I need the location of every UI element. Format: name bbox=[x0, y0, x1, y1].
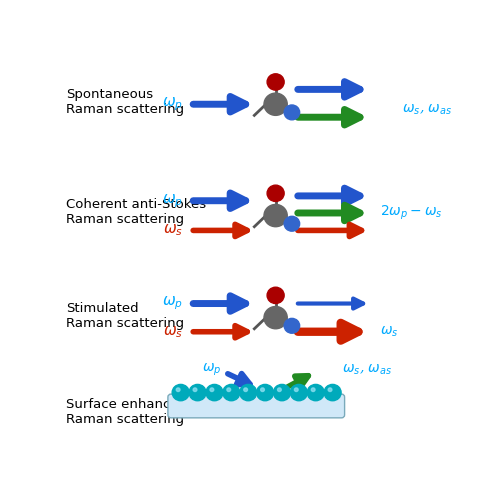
Circle shape bbox=[312, 388, 315, 391]
Circle shape bbox=[274, 385, 290, 401]
Circle shape bbox=[267, 74, 284, 90]
Text: Coherent anti-Stokes
Raman scattering: Coherent anti-Stokes Raman scattering bbox=[66, 198, 206, 226]
Circle shape bbox=[307, 385, 324, 401]
Circle shape bbox=[324, 385, 341, 401]
Circle shape bbox=[328, 388, 332, 391]
FancyBboxPatch shape bbox=[168, 394, 344, 418]
Circle shape bbox=[244, 388, 248, 391]
Text: Spontaneous
Raman scattering: Spontaneous Raman scattering bbox=[66, 88, 184, 116]
Circle shape bbox=[227, 388, 230, 391]
Circle shape bbox=[267, 287, 284, 304]
Circle shape bbox=[284, 319, 300, 333]
Circle shape bbox=[193, 388, 197, 391]
Text: $\omega_s$, $\omega_{as}$: $\omega_s$, $\omega_{as}$ bbox=[342, 362, 392, 377]
Circle shape bbox=[256, 385, 274, 401]
Text: $\omega_s$, $\omega_{as}$: $\omega_s$, $\omega_{as}$ bbox=[402, 103, 452, 118]
Circle shape bbox=[284, 105, 300, 120]
Circle shape bbox=[223, 385, 240, 401]
Circle shape bbox=[264, 204, 287, 227]
Text: Stimulated
Raman scattering: Stimulated Raman scattering bbox=[66, 302, 184, 330]
Text: $2\omega_p - \omega_s$: $2\omega_p - \omega_s$ bbox=[380, 204, 443, 222]
Circle shape bbox=[176, 388, 180, 391]
Circle shape bbox=[206, 385, 223, 401]
Text: $\omega_s$: $\omega_s$ bbox=[163, 223, 183, 238]
Text: Surface enhanced
Raman scattering: Surface enhanced Raman scattering bbox=[66, 398, 188, 426]
Text: $\omega_p$: $\omega_p$ bbox=[202, 362, 222, 378]
Circle shape bbox=[294, 388, 298, 391]
Circle shape bbox=[290, 385, 308, 401]
Circle shape bbox=[172, 385, 189, 401]
Text: $\omega_p$: $\omega_p$ bbox=[162, 192, 184, 210]
Circle shape bbox=[284, 216, 300, 231]
Text: $\omega_s$: $\omega_s$ bbox=[163, 324, 183, 340]
Circle shape bbox=[260, 388, 264, 391]
Circle shape bbox=[240, 385, 256, 401]
Circle shape bbox=[264, 93, 287, 115]
Circle shape bbox=[264, 307, 287, 329]
Text: $\omega_p$: $\omega_p$ bbox=[162, 295, 184, 312]
Circle shape bbox=[210, 388, 214, 391]
Text: $\omega_s$: $\omega_s$ bbox=[380, 324, 398, 339]
Text: $\omega_p$: $\omega_p$ bbox=[162, 95, 184, 113]
Circle shape bbox=[267, 185, 284, 201]
Circle shape bbox=[278, 388, 281, 391]
Circle shape bbox=[189, 385, 206, 401]
